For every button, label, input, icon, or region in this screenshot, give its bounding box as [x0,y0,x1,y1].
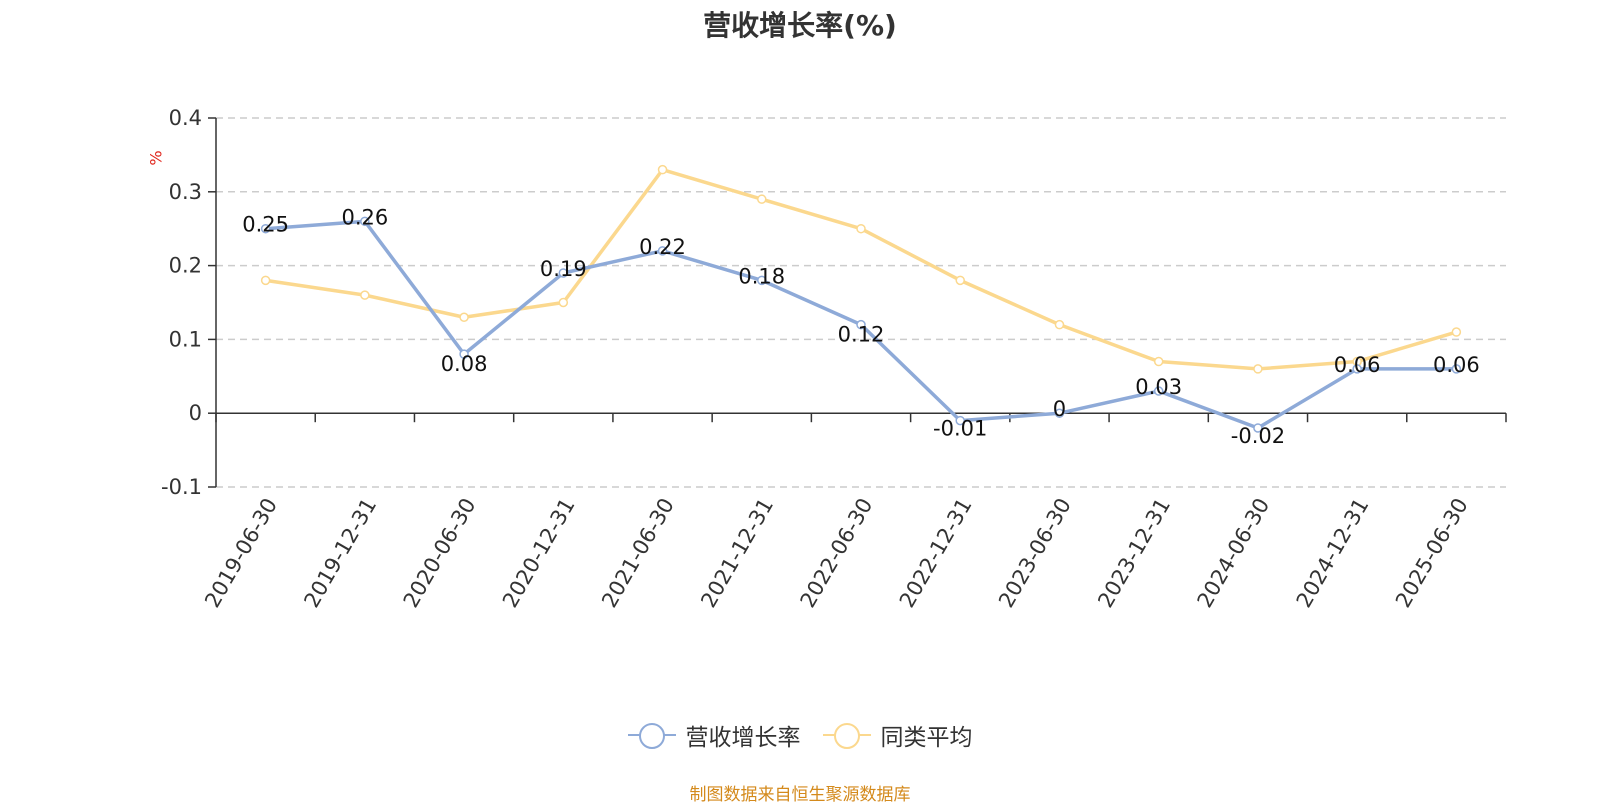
axes: -0.100.10.20.30.4%2019-06-30 2019-12-31 20… [147,106,1507,612]
data-point [757,275,767,286]
x-tick-label: 2023-12-31 [1093,494,1175,612]
x-tick-label: 2020-06-30 [399,494,481,612]
y-tick-label: 0.2 [169,254,202,278]
y-tick-label: -0.1 [161,475,202,499]
data-point [757,194,767,204]
data-point [1352,364,1362,374]
source-note: 制图数据来自恒生聚源数据库 [689,785,911,805]
data-point [360,216,370,227]
legend: 营收增长率 同类平均 [0,718,1600,752]
data-label: 0.06 [1334,353,1381,377]
chart-title: 营收增长率(%) [703,9,897,42]
data-label: 0.08 [441,352,488,376]
data-point [1451,364,1462,374]
y-tick-label: 0.4 [169,106,202,130]
x-tick-label: 2025-06-30 [1391,494,1473,612]
y-tick-label: 0 [189,401,202,425]
legend-marker-icon [627,723,676,749]
data-label: 0.18 [738,264,785,288]
data-point [955,415,965,426]
x-tick-label: 2020-12-31 [498,494,580,612]
data-label: 0.26 [341,205,388,229]
x-tick-label: 2021-06-30 [597,494,679,612]
x-tick-label: 2024-06-30 [1193,494,1275,612]
data-label: 0.03 [1135,375,1182,399]
legend-marker-icon [822,723,871,749]
data-label: -0.02 [1231,424,1285,448]
data-point [260,275,271,286]
data-point [558,297,569,308]
legend-label: 营收增长率 [685,725,801,751]
data-point [558,268,569,278]
data-point [955,275,965,286]
data-point [459,349,469,359]
legend-label: 同类平均 [880,725,973,751]
data-point [1153,386,1164,396]
data-point [1054,408,1065,418]
data-point [260,223,271,234]
x-tick-label: 2022-12-31 [895,494,977,612]
series-lines [260,164,1462,433]
data-label: 0.22 [639,235,686,259]
grid-lines [216,117,1506,488]
data-point [459,312,469,323]
x-tick-label: 2024-12-31 [1292,494,1374,612]
data-point [1253,364,1263,374]
data-label: 0 [1053,397,1066,421]
data-point [856,319,866,330]
data-point [1253,423,1263,433]
data-label: -0.01 [933,417,987,441]
legend-item[interactable]: 营收增长率 [627,718,801,752]
y-axis-unit-label: % [147,150,166,165]
x-tick-label: 2023-06-30 [994,494,1076,612]
data-point [1153,356,1164,367]
data-point [657,164,668,175]
data-point [360,290,370,300]
data-label: 0.25 [242,213,289,237]
data-label: 0.19 [540,257,587,281]
data-point [856,223,866,234]
legend-item[interactable]: 同类平均 [822,718,973,752]
x-tick-label: 2019-12-31 [299,494,381,612]
x-tick-label: 2022-06-30 [796,494,878,612]
y-tick-label: 0.3 [169,180,202,204]
data-labels: 0.25 0.26 0.08 0.19 0.22 0.18 0.12 -0.01 0 0.03 -0… [242,205,1480,448]
data-point [1451,327,1462,337]
x-tick-label: 2019-06-30 [200,494,282,612]
x-tick-label: 2021-12-31 [696,494,778,612]
y-tick-label: 0.1 [169,327,202,351]
data-label: 0.06 [1433,353,1480,377]
data-label: 0.12 [838,323,885,347]
data-point [1054,319,1065,330]
data-point [657,246,668,256]
